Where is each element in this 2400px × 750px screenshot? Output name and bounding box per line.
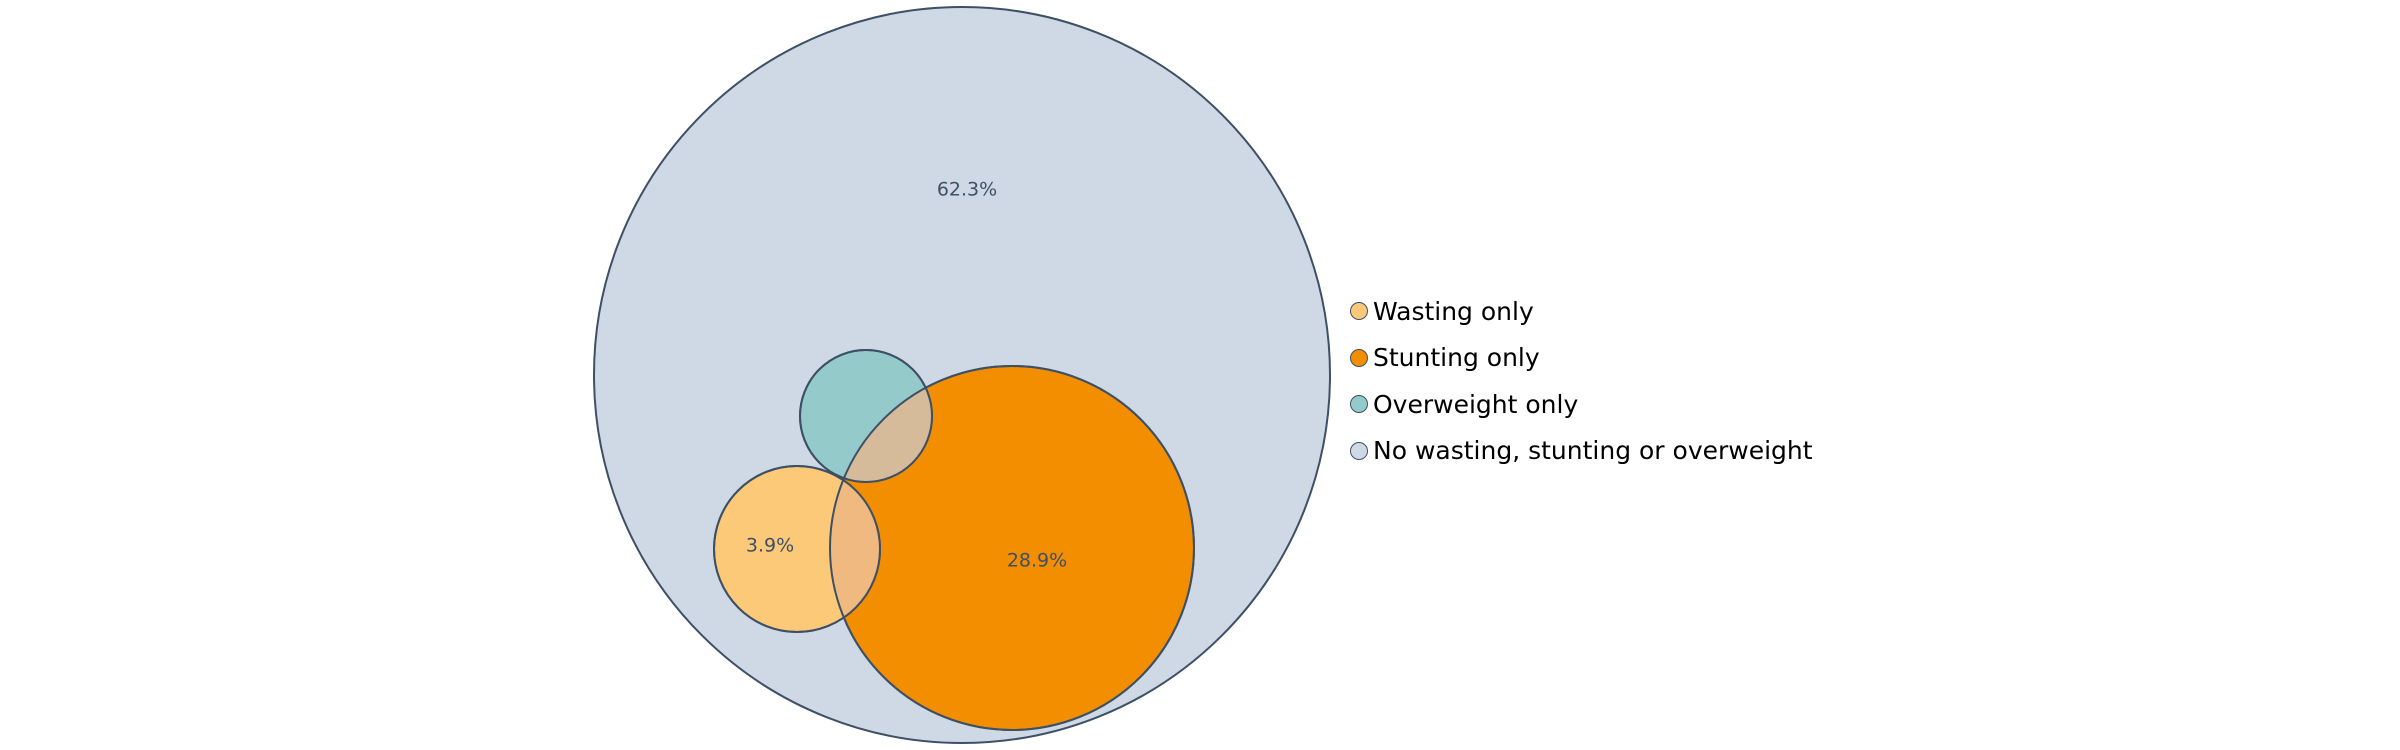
legend-label-overweight: Overweight only (1373, 389, 1579, 419)
legend-label-wasting: Wasting only (1373, 296, 1534, 326)
data-label-wasting: 3.9% (746, 535, 794, 557)
data-label-none: 62.3% (937, 179, 997, 201)
data-label-stunting: 28.9% (1007, 550, 1067, 572)
legend-label-none: No wasting, stunting or overweight (1373, 436, 1813, 466)
outline-wasting (713, 465, 881, 633)
legend-swatch-overweight (1350, 395, 1368, 414)
legend-swatch-none (1350, 441, 1368, 460)
outline-stunting (829, 365, 1195, 731)
legend-swatch-wasting (1350, 302, 1368, 321)
legend-item-overweight: Overweight only (1350, 381, 1813, 428)
outline-overweight (799, 349, 933, 483)
legend-item-wasting: Wasting only (1350, 288, 1813, 335)
legend-item-none: No wasting, stunting or overweight (1350, 428, 1813, 475)
legend: Wasting only Stunting only Overweight on… (1350, 288, 1813, 474)
legend-label-stunting: Stunting only (1373, 343, 1540, 373)
legend-swatch-stunting (1350, 348, 1368, 367)
legend-item-stunting: Stunting only (1350, 335, 1813, 382)
overlap-wasting-stunting (830, 466, 880, 632)
